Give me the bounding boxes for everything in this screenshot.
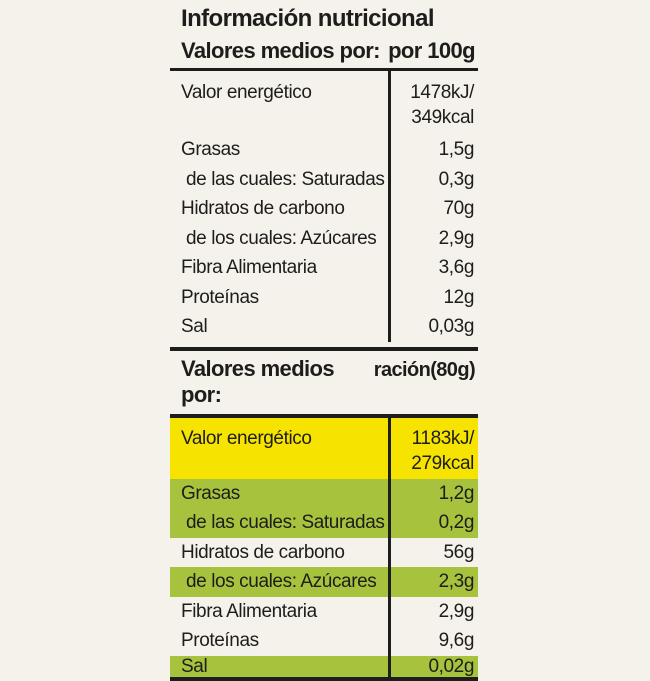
row-label: Fibra Alimentaria — [181, 600, 317, 622]
column-divider — [388, 71, 391, 342]
table-row: Fibra Alimentaria 3,6g — [170, 253, 478, 283]
row-label: de los cuales: Azúcares — [186, 571, 377, 592]
row-value: 56g — [443, 541, 474, 563]
table-row: Sal 0,02g — [170, 655, 478, 677]
table-row: Valor energético 1478kJ/ 349kcal — [170, 71, 478, 135]
row-value-line2: 349kcal — [411, 107, 474, 128]
row-label: Hidratos de carbono — [181, 198, 345, 219]
row-value: 1,5g — [438, 139, 475, 160]
table-row: Proteínas 9,6g — [170, 626, 478, 656]
row-value: 70g — [443, 198, 474, 219]
row-value: 0,03g — [428, 316, 474, 337]
per-100g-table: Valor energético 1478kJ/ 349kcal Grasas … — [170, 71, 478, 342]
table-row: Proteínas 12g — [170, 283, 478, 313]
row-value-line1: 1478kJ/ — [410, 82, 474, 103]
row-value: 2,9g — [438, 600, 475, 622]
table-row: Fibra Alimentaria 2,9g — [170, 597, 478, 627]
row-value: 0,3g — [438, 168, 475, 190]
row-value-line1: 1183kJ/ — [411, 427, 475, 449]
row-value: 0,02g — [428, 655, 474, 677]
row-label: Sal — [181, 316, 208, 337]
row-label: Sal — [181, 655, 208, 677]
table-row: Valor energético 1183kJ/ 279kcal — [170, 417, 478, 479]
row-value-line2: 279kcal — [411, 452, 474, 474]
row-label: de los cuales: Azúcares — [186, 227, 377, 249]
row-value: 3,6g — [438, 257, 475, 278]
rule-mid-bottom — [170, 413, 478, 418]
row-label: Fibra Alimentaria — [181, 257, 317, 278]
per-portion-header-value: ración(80g) — [373, 358, 476, 381]
per-100g-header-label: Valores medios por: — [181, 38, 380, 63]
rule-top — [170, 68, 478, 71]
table-row: Hidratos de carbono 70g — [170, 194, 478, 224]
row-label: Proteínas — [181, 286, 259, 308]
row-value: 12g — [443, 286, 474, 308]
per-100g-header: Valores medios por: por 100g — [170, 38, 478, 64]
row-value: 1478kJ/ 349kcal — [388, 80, 478, 130]
table-row: de las cuales: Saturadas 0,2g — [170, 508, 478, 538]
column-divider — [388, 417, 391, 677]
row-label: Grasas — [181, 139, 240, 160]
row-label: Grasas — [181, 482, 240, 504]
row-label: Valor energético — [181, 427, 312, 449]
table-row: Sal 0,03g — [170, 312, 478, 342]
table-row: Hidratos de carbono 56g — [170, 538, 478, 568]
row-value: 1,2g — [438, 482, 475, 504]
per-100g-header-value: por 100g — [388, 38, 476, 63]
table-row: de los cuales: Azúcares 2,3g — [170, 567, 478, 597]
row-label: Hidratos de carbono — [181, 541, 345, 563]
nutrition-label: Información nutricional Valores medios p… — [170, 0, 478, 681]
row-value: 1183kJ/ 279kcal — [388, 426, 478, 476]
row-label: Proteínas — [181, 630, 259, 651]
per-portion-header: Valores medios por: ración(80g) — [170, 351, 478, 414]
row-label: de las cuales: Saturadas — [186, 168, 385, 190]
table-row: de las cuales: Saturadas 0,3g — [170, 165, 478, 195]
row-value: 2,3g — [438, 571, 475, 592]
row-value: 9,6g — [438, 630, 475, 651]
rule-bottom — [170, 676, 478, 681]
rule-mid-top — [170, 346, 478, 351]
page-title: Información nutricional — [181, 5, 434, 32]
per-portion-table: Valor energético 1183kJ/ 279kcal Grasas … — [170, 417, 478, 677]
row-value: 0,2g — [438, 512, 475, 533]
per-portion-header-label: Valores medios por: — [181, 355, 335, 407]
row-label: de las cuales: Saturadas — [186, 512, 385, 533]
table-row: Grasas 1,5g — [170, 135, 478, 165]
row-value: 2,9g — [438, 227, 475, 249]
row-label: Valor energético — [181, 82, 312, 103]
table-row: Grasas 1,2g — [170, 478, 478, 508]
table-row: de los cuales: Azúcares 2,9g — [170, 224, 478, 254]
